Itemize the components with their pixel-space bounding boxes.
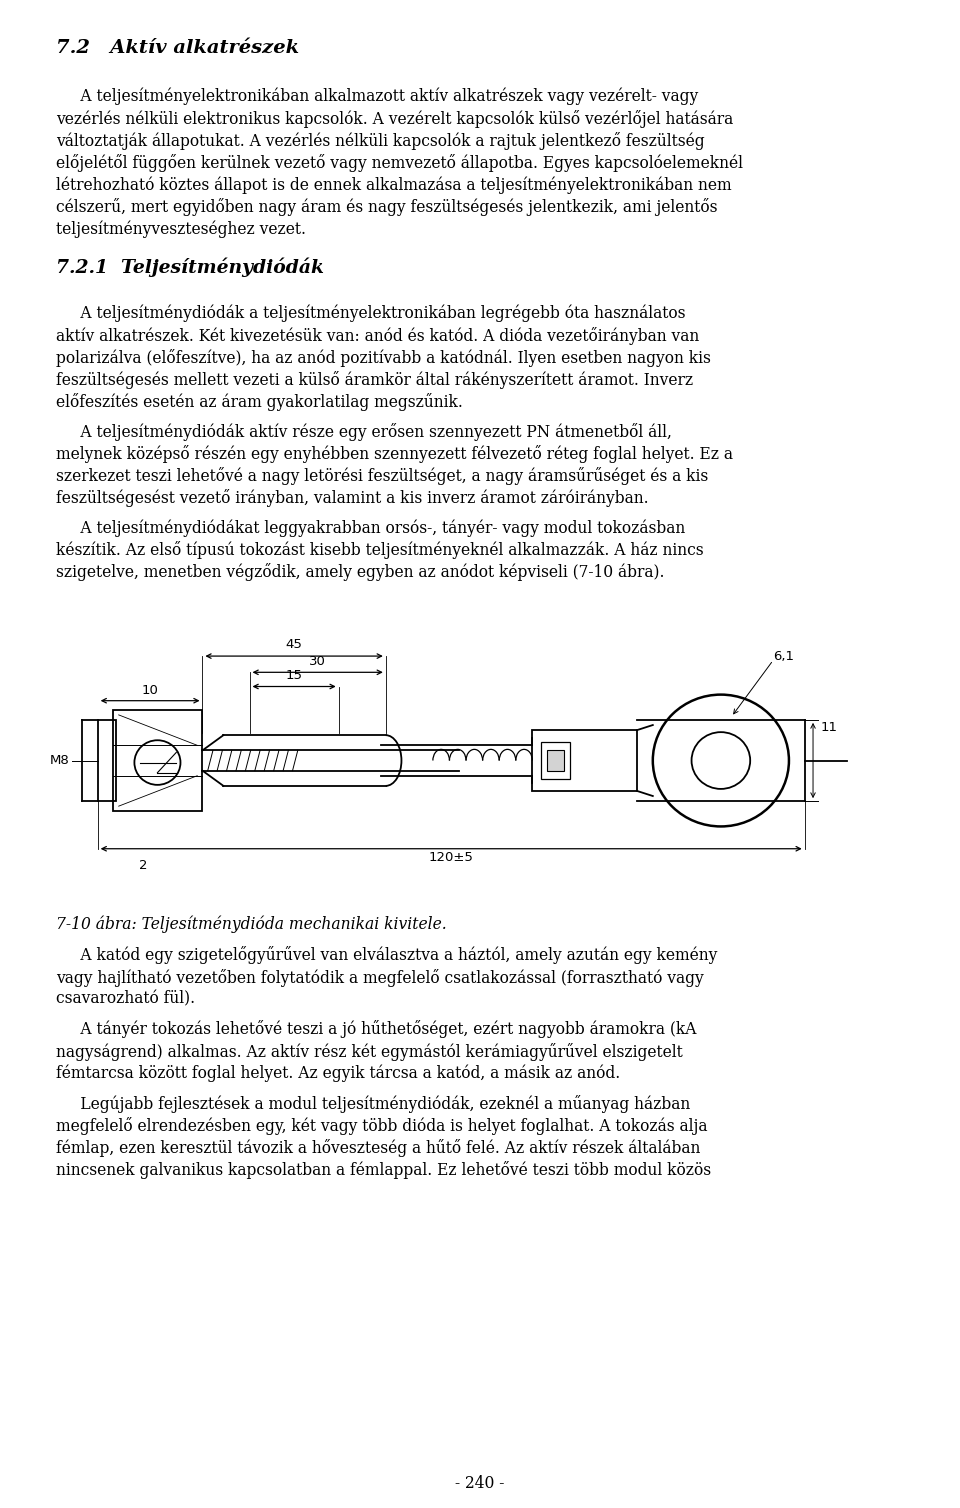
Text: 30: 30: [309, 656, 326, 668]
Text: polarizálva (előfeszítve), ha az anód pozitívabb a katódnál. Ilyen esetben nagyo: polarizálva (előfeszítve), ha az anód po…: [56, 348, 710, 366]
Text: melynek középső részén egy enyhébben szennyezett félvezető réteg foglal helyet. : melynek középső részén egy enyhébben sze…: [56, 445, 732, 463]
Text: A teljesítménydiódák a teljesítményelektronikában legrégebb óta használatos: A teljesítménydiódák a teljesítményelekt…: [56, 305, 685, 323]
Text: megfelelő elrendezésben egy, két vagy több dióda is helyet foglalhat. A tokozás : megfelelő elrendezésben egy, két vagy tö…: [56, 1116, 708, 1134]
Text: előjelétől függően kerülnek vezető vagy nemvezető állapotba. Egyes kapcsolóeleme: előjelétől függően kerülnek vezető vagy …: [56, 154, 743, 172]
Text: feszültségesést vezető irányban, valamint a kis inverz áramot záróirányban.: feszültségesést vezető irányban, valamin…: [56, 490, 648, 507]
Text: fémlap, ezen keresztül távozik a hőveszteség a hűtő felé. Az aktív részek általá: fémlap, ezen keresztül távozik a hőveszt…: [56, 1139, 700, 1157]
Text: 15: 15: [285, 670, 302, 683]
Text: létrehozható köztes állapot is de ennek alkalmazása a teljesítményelektronikában: létrehozható köztes állapot is de ennek …: [56, 176, 732, 193]
Bar: [533, 730, 637, 790]
Bar: [547, 751, 564, 771]
Text: előfeszítés esetén az áram gyakorlatilag megszűnik.: előfeszítés esetén az áram gyakorlatilag…: [56, 394, 463, 412]
Text: 2: 2: [138, 860, 147, 872]
Text: vezérlés nélküli elektronikus kapcsolók. A vezérelt kapcsolók külső vezérlőjel h: vezérlés nélküli elektronikus kapcsolók.…: [56, 110, 732, 128]
Text: fémtarcsa között foglal helyet. Az egyik tárcsa a katód, a másik az anód.: fémtarcsa között foglal helyet. Az egyik…: [56, 1065, 620, 1083]
Text: A teljesítménydiódák aktív része egy erősen szennyezett PN átmenetből áll,: A teljesítménydiódák aktív része egy erő…: [56, 424, 672, 442]
Text: A teljesítményelektronikában alkalmazott aktív alkatrészek vagy vezérelt- vagy: A teljesítményelektronikában alkalmazott…: [56, 87, 698, 106]
Text: változtatják állapotukat. A vezérlés nélküli kapcsolók a rajtuk jelentkező feszü: változtatják állapotukat. A vezérlés nél…: [56, 133, 705, 149]
Text: 6,1: 6,1: [773, 650, 794, 662]
Bar: [113, 710, 203, 811]
Text: csavarozható fül).: csavarozható fül).: [56, 991, 195, 1007]
Text: 10: 10: [142, 683, 158, 697]
Text: A teljesítménydiódákat leggyakrabban orsós-, tányér- vagy modul tokozásban: A teljesítménydiódákat leggyakrabban ors…: [56, 519, 684, 537]
Text: vagy hajlítható vezetőben folytatódik a megfelelő csatlakozással (forrasztható v: vagy hajlítható vezetőben folytatódik a …: [56, 968, 704, 986]
Text: A tányér tokozás lehetővé teszi a jó hűthetőséget, ezért nagyobb áramokra (kA: A tányér tokozás lehetővé teszi a jó hűt…: [56, 1021, 696, 1039]
Text: nagyságrend) alkalmas. Az aktív rész két egymástól kerámiagyűrűvel elszigetelt: nagyságrend) alkalmas. Az aktív rész két…: [56, 1042, 683, 1060]
Text: szerkezet teszi lehetővé a nagy letörési feszültséget, a nagy áramsűrűséget és a: szerkezet teszi lehetővé a nagy letörési…: [56, 467, 708, 486]
Bar: [540, 742, 570, 778]
Text: 45: 45: [285, 638, 302, 651]
Text: - 240 -: - 240 -: [455, 1475, 505, 1491]
Text: 7-10 ábra: Teljesítménydióda mechanikai kivitele.: 7-10 ábra: Teljesítménydióda mechanikai …: [56, 915, 446, 933]
Text: készítik. Az első típusú tokozást kisebb teljesítményeknél alkalmazzák. A ház ni: készítik. Az első típusú tokozást kisebb…: [56, 541, 704, 559]
Text: aktív alkatrészek. Két kivezetésük van: anód és katód. A dióda vezetőirányban va: aktív alkatrészek. Két kivezetésük van: …: [56, 327, 699, 345]
Text: 11: 11: [821, 721, 837, 733]
Text: célszerű, mert egyidőben nagy áram és nagy feszültségesés jelentkezik, ami jelen: célszerű, mert egyidőben nagy áram és na…: [56, 198, 717, 216]
Text: M8: M8: [50, 754, 69, 768]
Text: szigetelve, menetben végződik, amely egyben az anódot képviseli (7-10 ábra).: szigetelve, menetben végződik, amely egy…: [56, 564, 664, 582]
Text: A katód egy szigetelőgyűrűvel van elválasztva a háztól, amely azután egy kemény: A katód egy szigetelőgyűrűvel van elvála…: [56, 947, 717, 965]
Text: 7.2.1  Teljesítménydiódák: 7.2.1 Teljesítménydiódák: [56, 258, 324, 277]
Text: feszültségesés mellett vezeti a külső áramkör által rákényszerített áramot. Inve: feszültségesés mellett vezeti a külső ár…: [56, 371, 693, 389]
Text: teljesítményveszteséghez vezet.: teljesítményveszteséghez vezet.: [56, 220, 305, 238]
Bar: [98, 719, 115, 801]
Text: 120±5: 120±5: [428, 851, 473, 864]
Text: 7.2   Aktív alkatrészek: 7.2 Aktív alkatrészek: [56, 39, 299, 57]
Text: Legújabb fejlesztések a modul teljesítménydiódák, ezeknél a műanyag házban: Legújabb fejlesztések a modul teljesítmé…: [56, 1095, 690, 1113]
Text: nincsenek galvanikus kapcsolatban a fémlappal. Ez lehetővé teszi több modul közö: nincsenek galvanikus kapcsolatban a féml…: [56, 1161, 710, 1179]
